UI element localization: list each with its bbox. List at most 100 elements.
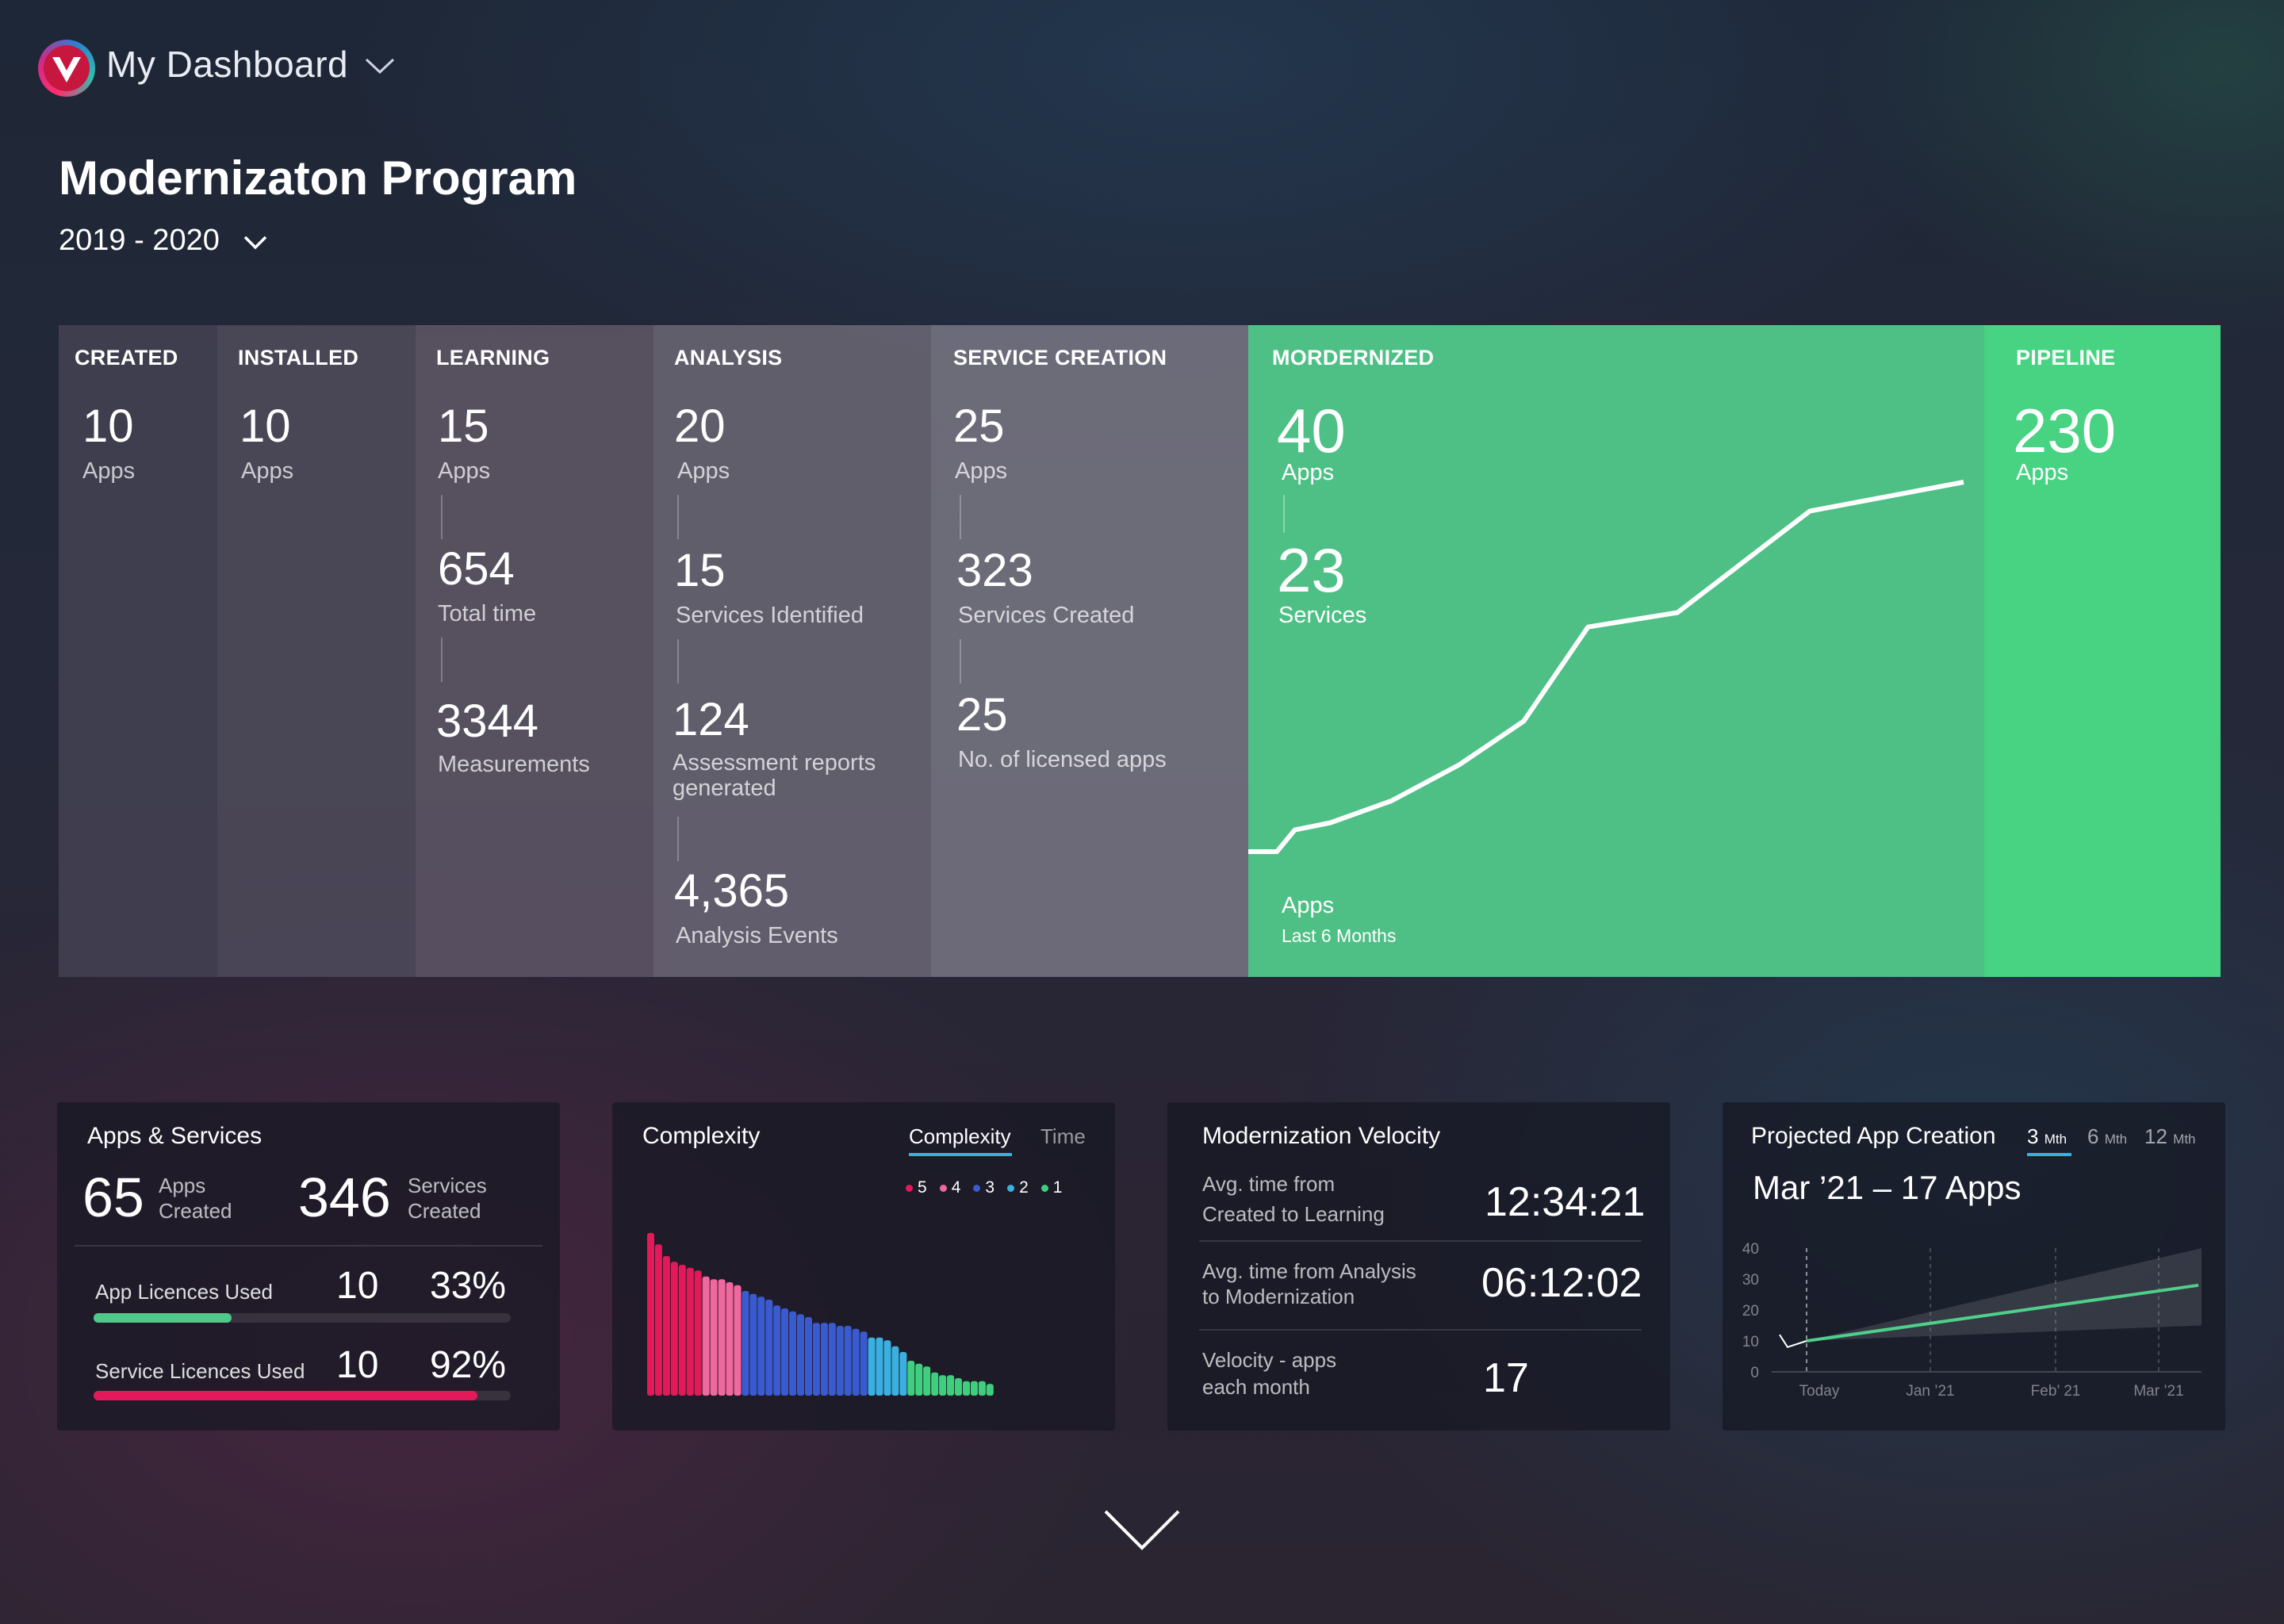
complexity-bar xyxy=(860,1331,868,1396)
velocity-label: each month xyxy=(1202,1375,1310,1399)
complexity-bar xyxy=(970,1381,978,1396)
legend-dot xyxy=(1007,1184,1015,1192)
divider xyxy=(960,495,961,539)
complexity-bar xyxy=(805,1317,812,1396)
tab-number: 12 xyxy=(2144,1124,2167,1148)
stage-pipeline[interactable]: PIPELINE 230 Apps xyxy=(1984,325,2221,977)
year-selector[interactable]: 2019 - 2020 xyxy=(59,224,220,257)
complexity-bar xyxy=(812,1323,820,1396)
velocity-value: 12:34:21 xyxy=(1485,1179,1646,1225)
chevron-down-icon[interactable] xyxy=(363,56,397,76)
chart-label: Apps xyxy=(1282,893,1335,918)
stage-modernized[interactable]: MORDERNIZED 40 Apps 23 Services Apps Las… xyxy=(1248,325,1984,977)
stage-label: Apps xyxy=(677,458,730,484)
stage-value: 4,365 xyxy=(674,865,790,917)
app-logo[interactable] xyxy=(38,40,95,97)
complexity-bar xyxy=(955,1378,962,1396)
velocity-value: 06:12:02 xyxy=(1481,1260,1642,1306)
y-tick-label: 20 xyxy=(1742,1303,1759,1320)
stage-label: Services xyxy=(1278,603,1367,628)
legend-dot xyxy=(906,1184,913,1192)
stage-service-creation[interactable]: SERVICE CREATION 25 Apps 323 Services Cr… xyxy=(931,325,1248,977)
tab-number: 6 xyxy=(2087,1124,2099,1148)
dashboard-title[interactable]: My Dashboard xyxy=(106,44,349,85)
apps-services-card[interactable]: Apps & Services 65 Apps Created 346 Serv… xyxy=(57,1102,560,1431)
x-tick-label: Today xyxy=(1799,1383,1840,1400)
page-title: Modernizaton Program xyxy=(59,151,577,205)
y-tick-label: 30 xyxy=(1742,1272,1759,1289)
stage-value: 25 xyxy=(956,689,1008,741)
complexity-bar xyxy=(710,1279,718,1396)
trend-line xyxy=(1248,480,1964,854)
complexity-card[interactable]: Complexity Complexity Time 5 4 3 2 1 xyxy=(612,1102,1115,1431)
complexity-bar xyxy=(844,1326,852,1396)
complexity-bar xyxy=(742,1291,749,1396)
history-line xyxy=(1779,1334,1807,1348)
legend-label: 2 xyxy=(1019,1178,1029,1197)
stage-learning[interactable]: LEARNING 15 Apps 654 Total time 3344 Mea… xyxy=(416,325,653,977)
legend-label: 4 xyxy=(951,1178,961,1197)
stage-value: 40 xyxy=(1277,396,1346,465)
tab-complexity[interactable]: Complexity xyxy=(909,1124,1011,1148)
stage-installed[interactable]: INSTALLED 10 Apps xyxy=(217,325,416,977)
stage-label: No. of licensed apps xyxy=(958,747,1167,772)
apps-created-label: Created xyxy=(159,1199,232,1223)
stage-label: Services Identified xyxy=(676,603,864,628)
divider xyxy=(1283,495,1285,533)
stage-value: 654 xyxy=(438,543,515,595)
velocity-label: Avg. time from Analysis xyxy=(1202,1259,1416,1283)
stage-label: Measurements xyxy=(438,752,590,777)
legend-item: 3 xyxy=(973,1178,994,1197)
tab-12-months[interactable]: 12 Mth xyxy=(2144,1124,2196,1149)
velocity-card[interactable]: Modernization Velocity Avg. time from Cr… xyxy=(1167,1102,1670,1431)
tab-3-months[interactable]: 3 Mth xyxy=(2027,1124,2067,1149)
velocity-value: 17 xyxy=(1483,1355,1529,1401)
stage-unit: Apps xyxy=(241,458,294,484)
complexity-bar xyxy=(836,1326,844,1396)
scroll-down-chevron-icon[interactable] xyxy=(1102,1507,1182,1554)
stage-unit: Apps xyxy=(2016,460,2069,485)
service-licences-label: Service Licences Used xyxy=(95,1359,305,1383)
stage-value: 10 xyxy=(240,400,291,452)
stage-title: INSTALLED xyxy=(238,346,359,370)
velocity-label: Velocity - apps xyxy=(1202,1348,1337,1372)
card-title: Modernization Velocity xyxy=(1202,1123,1441,1149)
y-tick-label: 40 xyxy=(1742,1241,1759,1258)
stage-analysis[interactable]: ANALYSIS 20 Apps 15 Services Identified … xyxy=(653,325,931,977)
complexity-legend: 5 4 3 2 1 xyxy=(906,1178,1104,1201)
tab-time[interactable]: Time xyxy=(1040,1124,1086,1148)
service-licences-percent: 92% xyxy=(430,1344,507,1386)
card-title: Apps & Services xyxy=(87,1123,263,1149)
stage-title: LEARNING xyxy=(436,346,550,370)
y-tick-label: 0 xyxy=(1750,1365,1759,1381)
divider xyxy=(441,495,443,539)
complexity-bar xyxy=(781,1308,789,1396)
projection-line xyxy=(1806,1283,2199,1342)
complexity-bar xyxy=(828,1323,836,1396)
stage-value: 15 xyxy=(674,545,726,596)
stage-created[interactable]: CREATED 10 Apps xyxy=(59,325,217,977)
legend-item: 1 xyxy=(1040,1178,1062,1197)
app-licences-percent: 33% xyxy=(430,1265,507,1307)
tab-6-months[interactable]: 6 Mth xyxy=(2087,1124,2127,1149)
y-tick-label: 10 xyxy=(1742,1334,1759,1350)
complexity-bar xyxy=(907,1361,915,1396)
projected-line-chart: 0 10 20 30 40 Today Jan ’21 Feb’ 21 Mar ’21 xyxy=(1742,1241,2202,1400)
stage-title: SERVICE CREATION xyxy=(953,346,1167,370)
divider xyxy=(677,817,679,861)
projected-app-creation-card[interactable]: Projected App Creation 3 Mth 6 Mth 12 Mt… xyxy=(1723,1102,2225,1431)
complexity-bar xyxy=(931,1372,939,1396)
complexity-bar xyxy=(686,1267,694,1396)
x-tick-label: Jan ’21 xyxy=(1906,1383,1954,1400)
app-licences-label: App Licences Used xyxy=(95,1280,274,1304)
stage-value: 23 xyxy=(1277,535,1346,605)
stage-label: Assessment reports generated xyxy=(673,750,876,801)
legend-dot xyxy=(1040,1184,1048,1192)
complexity-bar xyxy=(694,1270,702,1396)
app-licences-bar xyxy=(94,1313,511,1323)
divider xyxy=(1199,1240,1642,1242)
complexity-bar xyxy=(820,1323,828,1396)
chevron-down-icon[interactable] xyxy=(243,234,268,251)
projection-confidence-band xyxy=(1807,1248,2202,1341)
projection-headline: Mar ’21 – 17 Apps xyxy=(1753,1169,2021,1206)
